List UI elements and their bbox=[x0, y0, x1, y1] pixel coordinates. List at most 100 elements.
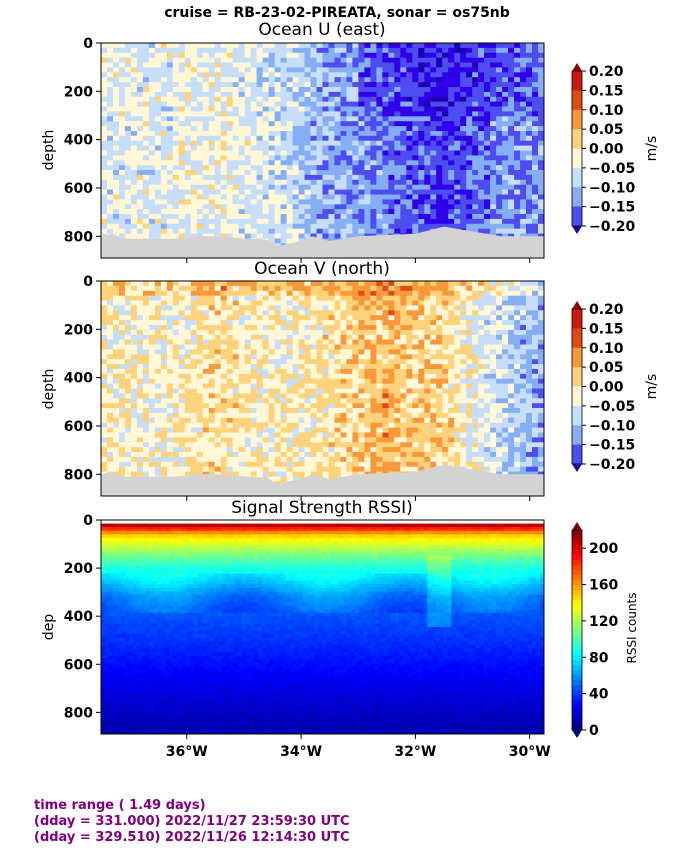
heatmap-cell bbox=[340, 165, 348, 171]
heatmap-cell bbox=[442, 150, 449, 156]
heatmap-cell bbox=[107, 204, 114, 210]
heatmap-cell bbox=[370, 214, 377, 220]
heatmap-cell bbox=[310, 87, 318, 93]
heatmap-cell bbox=[532, 101, 539, 108]
heatmap-cell bbox=[274, 218, 282, 225]
heatmap-cell bbox=[148, 320, 156, 326]
heatmap-cell bbox=[238, 47, 246, 54]
heatmap-cell bbox=[520, 170, 527, 176]
heatmap-cell bbox=[286, 111, 294, 117]
heatmap-cell bbox=[220, 204, 228, 210]
heatmap-cell bbox=[412, 194, 419, 200]
heatmap-cell bbox=[376, 106, 383, 112]
heatmap-cell bbox=[166, 160, 174, 166]
heatmap-cell bbox=[502, 135, 509, 142]
heatmap-cell bbox=[340, 155, 348, 161]
heatmap-cell bbox=[538, 96, 544, 103]
heatmap-cell bbox=[190, 135, 198, 142]
heatmap-cell bbox=[322, 82, 330, 88]
heatmap-cell bbox=[328, 325, 336, 331]
heatmap-cell bbox=[256, 218, 264, 225]
heatmap-cell bbox=[190, 199, 198, 205]
heatmap-cell bbox=[436, 223, 443, 230]
heatmap-cell bbox=[196, 87, 204, 93]
heatmap-cell bbox=[130, 223, 138, 230]
heatmap-cell bbox=[520, 111, 527, 117]
heatmap-cell bbox=[148, 160, 156, 166]
heatmap-cell bbox=[496, 72, 503, 78]
heatmap-cell bbox=[376, 170, 383, 176]
heatmap-cell bbox=[124, 403, 132, 409]
heatmap-cell bbox=[448, 135, 455, 142]
heatmap-cell bbox=[262, 432, 270, 438]
heatmap-cell bbox=[322, 461, 330, 468]
heatmap-cell bbox=[244, 82, 252, 88]
heatmap-cell bbox=[124, 116, 132, 122]
heatmap-cell bbox=[136, 228, 144, 235]
heatmap-cell bbox=[256, 447, 264, 453]
heatmap-cell bbox=[268, 91, 276, 98]
heatmap-cell bbox=[298, 417, 306, 424]
heatmap-cell bbox=[142, 281, 150, 287]
heatmap-cell bbox=[101, 204, 108, 210]
heatmap-cell bbox=[119, 43, 126, 49]
heatmap-cell bbox=[226, 325, 234, 331]
heatmap-cell bbox=[196, 417, 204, 424]
heatmap-cell bbox=[113, 184, 120, 191]
heatmap-cell bbox=[107, 199, 114, 205]
heatmap-cell bbox=[514, 218, 521, 225]
heatmap-cell bbox=[214, 300, 222, 306]
heatmap-cell bbox=[238, 383, 246, 390]
heatmap-cell bbox=[298, 334, 306, 341]
heatmap-cell bbox=[119, 209, 126, 215]
heatmap-cell bbox=[208, 383, 216, 390]
heatmap-cell bbox=[130, 325, 138, 331]
heatmap-cell bbox=[238, 189, 246, 196]
heatmap-cell bbox=[178, 398, 186, 404]
heatmap-cell bbox=[286, 96, 294, 103]
heatmap-cell bbox=[436, 87, 443, 93]
heatmap-cell bbox=[226, 184, 234, 191]
heatmap-cell bbox=[244, 233, 252, 240]
heatmap-cell bbox=[382, 126, 389, 132]
heatmap-cell bbox=[232, 354, 240, 360]
ytick-label: 400 bbox=[64, 133, 93, 149]
heatmap-cell bbox=[190, 126, 198, 132]
heatmap-cell bbox=[460, 184, 467, 191]
heatmap-cell bbox=[244, 290, 252, 297]
heatmap-cell bbox=[334, 77, 342, 83]
heatmap-cell bbox=[232, 364, 240, 370]
heatmap-cell bbox=[190, 174, 198, 181]
heatmap-cell bbox=[184, 354, 192, 360]
heatmap-cell bbox=[298, 72, 306, 78]
heatmap-cell bbox=[358, 204, 365, 210]
heatmap-cell bbox=[130, 135, 138, 142]
heatmap-cell bbox=[340, 204, 348, 210]
heatmap-cell bbox=[172, 325, 180, 331]
heatmap-cell bbox=[496, 87, 503, 93]
heatmap-cell bbox=[340, 233, 348, 240]
heatmap-cell bbox=[496, 179, 503, 186]
heatmap-cell bbox=[514, 82, 521, 88]
heatmap-cell bbox=[436, 57, 443, 64]
heatmap-cell bbox=[148, 408, 156, 414]
heatmap-cell bbox=[113, 150, 120, 156]
heatmap-cell bbox=[298, 57, 306, 64]
heatmap-cell bbox=[166, 101, 174, 108]
heatmap-cell bbox=[352, 131, 359, 137]
heatmap-cell bbox=[226, 373, 234, 380]
heatmap-cell bbox=[274, 214, 282, 220]
heatmap-cell bbox=[101, 344, 108, 350]
heatmap-cell bbox=[202, 369, 210, 375]
heatmap-cell bbox=[382, 101, 389, 108]
heatmap-cell bbox=[274, 228, 282, 235]
heatmap-cell bbox=[238, 233, 246, 240]
heatmap-cell bbox=[160, 354, 168, 360]
heatmap-cell bbox=[208, 442, 216, 448]
heatmap-cell bbox=[250, 96, 258, 103]
heatmap-cell bbox=[274, 233, 282, 240]
heatmap-cell bbox=[154, 378, 162, 385]
heatmap-cell bbox=[202, 179, 210, 186]
heatmap-cell bbox=[460, 199, 467, 205]
heatmap-cell bbox=[244, 214, 252, 220]
